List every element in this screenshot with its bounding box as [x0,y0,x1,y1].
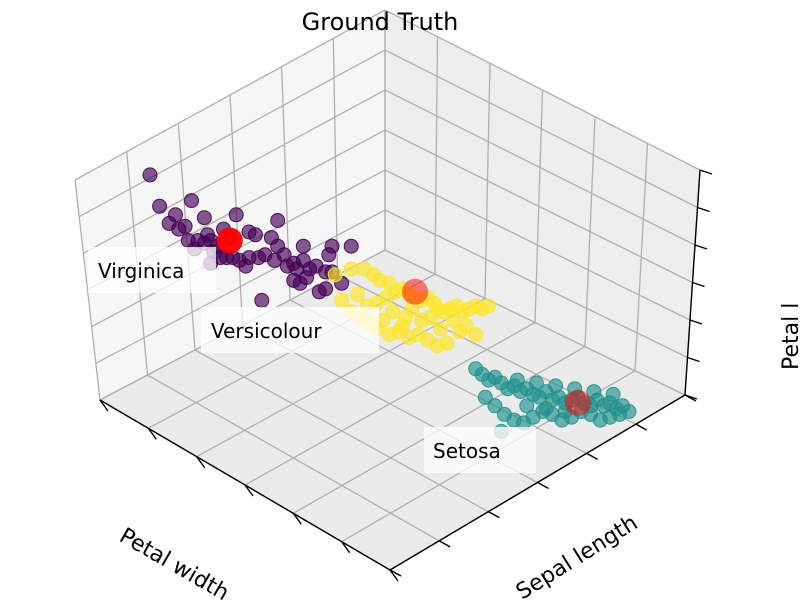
annotation-setosa: Setosa [424,427,536,473]
data-point-series-0 [295,238,311,254]
x-axis-tick [147,427,157,440]
data-point-series-1 [350,287,366,303]
data-point-series-1 [385,304,401,320]
centroid-marker [564,389,591,416]
chart-centroids [216,227,591,416]
data-point-series-0 [318,281,334,297]
y-axis-tick [487,511,500,519]
data-point-series-0 [270,213,286,228]
data-point-series-0 [177,218,193,234]
data-point-series-2 [548,378,564,394]
data-point-series-1 [343,261,359,277]
data-point-series-1 [394,318,410,334]
data-point-series-2 [477,389,493,405]
z-axis-tick [692,281,705,288]
data-point-series-1 [445,312,461,328]
data-point-series-1 [439,335,455,351]
data-point-series-0 [228,207,244,223]
data-point-series-2 [621,404,637,419]
data-point-series-2 [519,398,535,414]
centroid-marker [402,278,429,305]
y-axis-tick [537,481,549,490]
annotation-versicolour: Versicolour [201,307,379,353]
chart-ticks [99,169,713,582]
data-point-series-1 [481,298,496,314]
annotation-versicolour-text: Versicolour [211,319,322,343]
z-axis-tick [697,206,710,213]
data-point-series-1 [378,290,394,305]
x-axis-tick [244,484,254,497]
y-axis-tick [438,540,451,548]
annotation-virginica-text: Virginica [98,259,184,283]
data-point-series-2 [538,401,554,417]
x-axis-tick [389,569,399,582]
data-point-series-0 [343,238,359,254]
grid-line [95,209,386,364]
data-point-series-0 [184,193,199,209]
annotation-setosa-text: Setosa [433,439,501,463]
data-point-series-2 [528,375,544,391]
data-point-series-0 [247,227,263,243]
data-point-series-0 [196,210,212,226]
z-axis-tick [694,244,708,250]
z-axis-tick [699,169,713,175]
data-point-series-1 [468,327,484,343]
y-axis-tick [684,394,697,402]
data-point-series-1 [334,292,350,308]
y-axis-tick [635,423,648,431]
data-point-series-0 [324,238,340,254]
data-point-series-2 [605,386,621,402]
chart-title: Ground Truth [302,8,459,36]
data-point-series-2 [509,372,525,388]
data-point-series-1 [327,267,343,283]
data-point-series-0 [168,207,183,223]
x-axis-tick [196,456,206,469]
data-point-series-2 [586,384,602,400]
x-axis-tick [341,541,351,554]
annotation-virginica: Virginica [88,247,216,293]
chart-points [142,167,637,439]
x-axis-tick [292,512,302,525]
data-point-series-1 [458,318,474,334]
x-axis-label: Petal width [115,524,233,600]
data-point-series-0 [254,292,270,308]
data-point-series-0 [299,270,314,286]
x-axis-tick [99,399,109,412]
z-axis-tick [687,356,700,363]
data-point-series-1 [423,309,439,325]
z-axis-label: Petal l [779,303,800,370]
data-point-series-0 [152,198,168,214]
y-axis-tick [389,569,402,577]
y-axis-tick [586,452,599,460]
data-point-series-2 [487,398,503,414]
z-axis-tick [689,319,703,325]
grid-line [384,249,686,396]
data-point-series-1 [433,321,449,337]
data-point-series-0 [142,167,158,183]
grid-line [384,209,688,359]
y-axis-label: Sepal length [512,511,642,600]
centroid-marker [216,227,243,254]
